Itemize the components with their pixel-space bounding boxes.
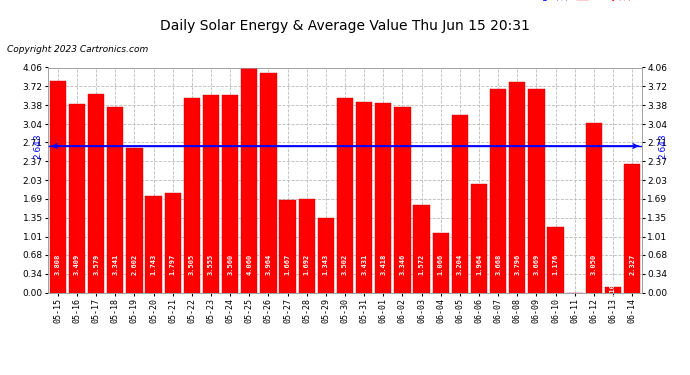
Text: 3.579: 3.579 [93,254,99,275]
Text: 3.418: 3.418 [380,254,386,275]
Text: 2.643: 2.643 [658,133,667,159]
Text: 2.643: 2.643 [33,133,43,159]
Text: 3.560: 3.560 [227,254,233,275]
Text: 2.602: 2.602 [131,254,137,275]
Text: 1.572: 1.572 [419,254,424,275]
Text: 2.327: 2.327 [629,254,635,275]
Bar [260,73,277,292]
Text: 3.502: 3.502 [342,254,348,275]
Bar [279,200,296,292]
Bar [184,98,200,292]
Text: 3.808: 3.808 [55,254,61,275]
Bar [146,196,161,292]
Bar [433,233,449,292]
Bar [299,199,315,292]
Bar [317,218,334,292]
Legend: Average($), Daily($): Average($), Daily($) [493,0,636,6]
Bar [356,102,373,292]
Text: 1.964: 1.964 [476,254,482,275]
Text: 3.964: 3.964 [266,254,271,275]
Bar [586,123,602,292]
Text: 0.103: 0.103 [610,279,616,300]
Text: 1.066: 1.066 [437,254,444,275]
Bar [107,107,124,292]
Bar [605,287,621,292]
Text: 4.060: 4.060 [246,254,253,275]
Text: 3.796: 3.796 [514,254,520,275]
Bar [375,103,391,292]
Text: Daily Solar Energy & Average Value Thu Jun 15 20:31: Daily Solar Energy & Average Value Thu J… [160,19,530,33]
Bar [88,94,104,292]
Bar [529,89,544,292]
Text: 3.431: 3.431 [361,254,367,275]
Text: Copyright 2023 Cartronics.com: Copyright 2023 Cartronics.com [7,45,148,54]
Bar [222,95,238,292]
Bar [452,115,468,292]
Text: 1.343: 1.343 [323,254,329,275]
Bar [69,104,85,292]
Bar [490,89,506,292]
Text: 3.346: 3.346 [400,254,406,275]
Text: 3.669: 3.669 [533,254,540,275]
Text: 1.667: 1.667 [284,254,290,275]
Text: 3.409: 3.409 [74,254,80,275]
Bar [50,81,66,292]
Text: 3.341: 3.341 [112,254,118,275]
Bar [547,227,564,292]
Bar [165,193,181,292]
Bar [509,82,525,292]
Bar [203,96,219,292]
Bar [413,206,430,292]
Bar [126,148,143,292]
Text: 3.555: 3.555 [208,254,214,275]
Text: 1.743: 1.743 [150,254,157,275]
Bar [394,107,411,292]
Bar [624,164,640,292]
Bar [241,68,257,292]
Text: 3.505: 3.505 [189,254,195,275]
Text: 3.050: 3.050 [591,254,597,275]
Bar [337,98,353,292]
Text: 1.797: 1.797 [170,254,176,275]
Text: 1.692: 1.692 [304,254,310,275]
Text: 1.176: 1.176 [553,254,559,275]
Text: 3.204: 3.204 [457,254,463,275]
Bar [471,184,487,292]
Text: 3.668: 3.668 [495,254,501,275]
